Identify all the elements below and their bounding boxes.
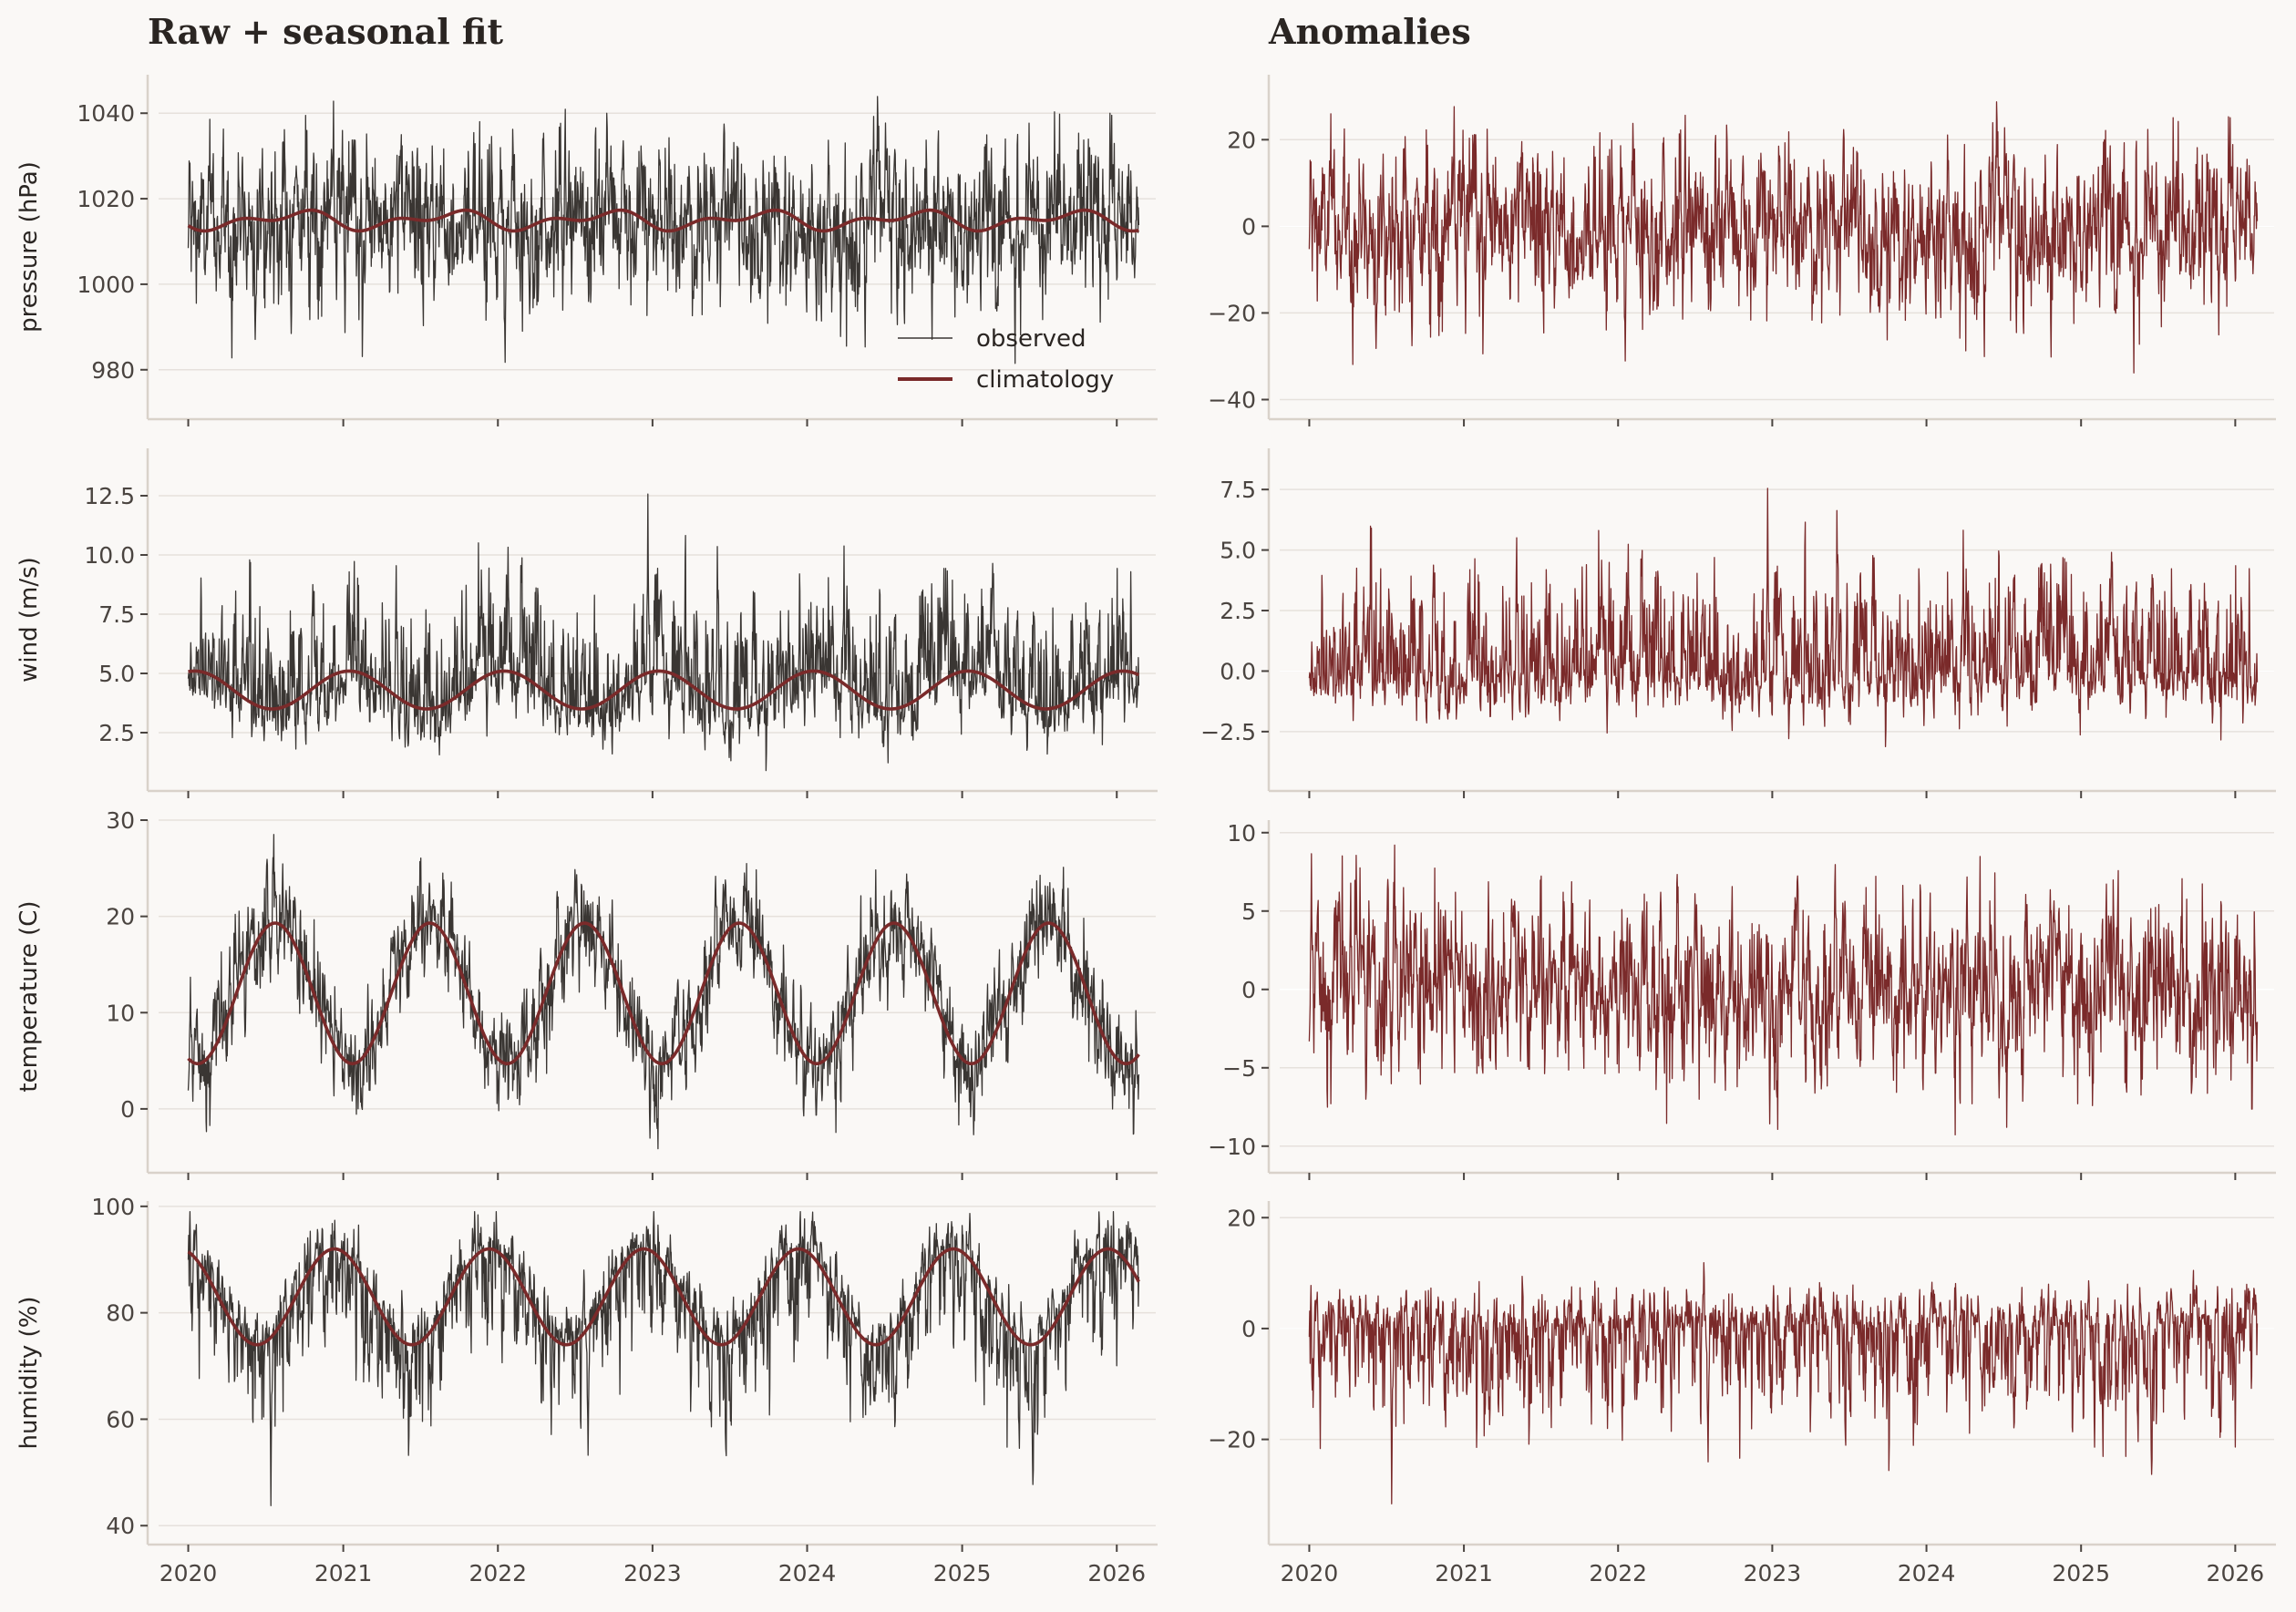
panel-4: −40 −20 0 20 xyxy=(1208,75,2276,426)
x-tick-label-7-1: 2021 xyxy=(1435,1560,1493,1586)
x-tick-label-7-6: 2026 xyxy=(2207,1560,2265,1586)
legend: observed climatology xyxy=(898,325,1114,394)
legend-label-observed: observed xyxy=(976,325,1086,353)
y-tick-label-2-2: 20 xyxy=(106,904,135,930)
series-anomaly-7 xyxy=(1308,1262,2259,1504)
series-observed-0 xyxy=(187,96,1140,364)
y-tick-label-3-1: 60 xyxy=(106,1406,135,1432)
y-tick-label-6-1: −5 xyxy=(1222,1055,1256,1082)
y-tick-label-2-3: 30 xyxy=(106,807,135,834)
x-tick-label-7-0: 2020 xyxy=(1281,1560,1339,1586)
y-tick-label-7-1: 0 xyxy=(1241,1316,1256,1342)
y-axis-label-1: wind (m/s) xyxy=(15,557,43,683)
y-tick-label-3-0: 40 xyxy=(106,1513,135,1539)
y-tick-label-0-0: 980 xyxy=(91,357,135,384)
x-tick-label-3-2: 2022 xyxy=(468,1560,527,1586)
y-tick-label-5-2: 2.5 xyxy=(1220,598,1256,624)
y-tick-label-1-3: 10.0 xyxy=(84,542,135,569)
panel-1: 2.5 5.0 7.5 10.0 12.5 wind (m/s) xyxy=(15,448,1158,798)
x-tick-label-3-6: 2026 xyxy=(1087,1560,1146,1586)
x-tick-label-7-5: 2025 xyxy=(2052,1560,2110,1586)
y-tick-label-1-4: 12.5 xyxy=(84,483,135,509)
y-tick-label-5-4: 7.5 xyxy=(1220,477,1256,503)
series-observed-1 xyxy=(187,493,1140,772)
series-anomaly-4 xyxy=(1308,101,2259,374)
series-anomaly-5 xyxy=(1308,488,2259,748)
y-axis-label-3: humidity (%) xyxy=(15,1296,43,1449)
y-tick-label-6-0: −10 xyxy=(1208,1134,1256,1160)
x-tick-label-7-2: 2022 xyxy=(1589,1560,1647,1586)
y-tick-label-6-3: 5 xyxy=(1241,898,1256,925)
series-climatology-3 xyxy=(187,1247,1140,1347)
series-observed-3 xyxy=(187,1211,1140,1506)
column-title-anomalies: Anomalies xyxy=(1268,11,1471,52)
series-anomaly-6 xyxy=(1308,844,2259,1136)
y-tick-label-4-2: 0 xyxy=(1241,213,1256,240)
x-tick-label-7-3: 2023 xyxy=(1744,1560,1802,1586)
x-tick-label-3-0: 2020 xyxy=(160,1560,218,1586)
y-tick-label-5-0: −2.5 xyxy=(1200,719,1256,745)
y-axis-label-0: pressure (hPa) xyxy=(15,161,43,333)
y-tick-label-4-3: 20 xyxy=(1227,127,1256,153)
panel-6: −10 −5 0 5 10 xyxy=(1208,820,2276,1180)
y-tick-label-5-1: 0.0 xyxy=(1220,658,1256,684)
column-title-raw: Raw + seasonal fit xyxy=(148,11,504,52)
y-tick-label-0-1: 1000 xyxy=(77,272,135,298)
y-tick-label-0-3: 1040 xyxy=(77,100,135,127)
y-tick-label-3-3: 100 xyxy=(91,1194,135,1220)
y-tick-label-3-2: 80 xyxy=(106,1300,135,1327)
series-climatology-2 xyxy=(187,921,1140,1066)
legend-label-climatology: climatology xyxy=(976,366,1114,394)
y-tick-label-6-2: 0 xyxy=(1241,977,1256,1003)
y-tick-label-4-1: −20 xyxy=(1208,300,1256,326)
x-tick-label-3-4: 2024 xyxy=(778,1560,837,1586)
y-tick-label-1-1: 5.0 xyxy=(98,661,135,687)
y-tick-label-1-0: 2.5 xyxy=(98,720,135,746)
x-tick-label-3-5: 2025 xyxy=(933,1560,992,1586)
y-tick-label-2-0: 0 xyxy=(120,1096,135,1123)
x-tick-label-7-4: 2024 xyxy=(1898,1560,1956,1586)
y-tick-label-5-3: 5.0 xyxy=(1220,538,1256,564)
y-axis-label-2: temperature (C) xyxy=(15,900,43,1092)
y-tick-label-7-0: −20 xyxy=(1208,1427,1256,1453)
y-tick-label-7-2: 20 xyxy=(1227,1205,1256,1231)
y-tick-label-4-0: −40 xyxy=(1208,386,1256,413)
x-tick-label-3-1: 2021 xyxy=(314,1560,373,1586)
series-climatology-1 xyxy=(187,669,1140,711)
y-tick-label-2-1: 10 xyxy=(106,1000,135,1026)
series-climatology-0 xyxy=(187,208,1140,233)
y-tick-label-0-2: 1020 xyxy=(77,186,135,212)
panel-5: −2.5 0.0 2.5 5.0 7.5 xyxy=(1200,448,2276,798)
series-observed-2 xyxy=(187,834,1140,1150)
panel-3: 40 60 80 100 2020 2021 2022 2023 2024 2025 2026 hum… xyxy=(15,1194,1158,1586)
panel-2: 0 10 20 30 temperature (C) xyxy=(15,807,1158,1180)
y-tick-label-6-4: 10 xyxy=(1227,820,1256,847)
y-tick-label-1-2: 7.5 xyxy=(98,601,135,628)
panel-0: 980 1000 1020 1040 pressure (hPa) observed cli… xyxy=(15,75,1158,426)
x-tick-label-3-3: 2023 xyxy=(623,1560,682,1586)
